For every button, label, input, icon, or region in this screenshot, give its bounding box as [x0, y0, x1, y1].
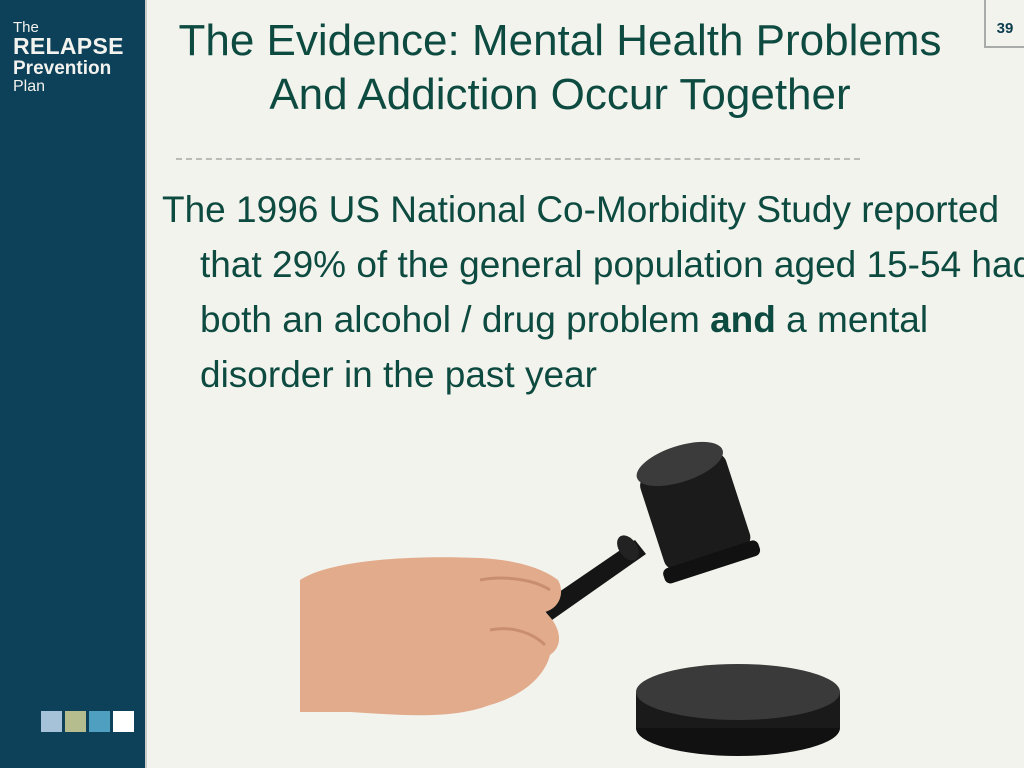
body-text: The 1996 US National Co-Morbidity Study …: [162, 189, 1024, 340]
slide-body: The 1996 US National Co-Morbidity Study …: [162, 182, 1024, 402]
square: [89, 711, 110, 732]
square: [65, 711, 86, 732]
body-emphasis: and: [710, 299, 776, 340]
logo: The RELAPSE Prevention Plan: [13, 20, 124, 95]
logo-line: RELAPSE: [13, 33, 124, 59]
gavel-handle: [540, 540, 646, 620]
sidebar: The RELAPSE Prevention Plan: [0, 0, 147, 768]
gavel-image: [300, 441, 840, 756]
color-squares: [41, 711, 134, 732]
body-text: a mental disorder in the past year: [200, 299, 929, 395]
logo-line: Plan: [13, 78, 46, 95]
sound-block-top: [636, 664, 840, 720]
logo-line: The: [13, 19, 39, 36]
hand: [300, 557, 562, 716]
slide-title: The Evidence: Mental Health Problems And…: [178, 16, 942, 119]
square: [113, 711, 134, 732]
slide-number: 39: [984, 0, 1024, 48]
logo-line: Prevention: [13, 58, 112, 79]
divider: [176, 158, 860, 160]
gavel-head: [636, 441, 761, 584]
square: [41, 711, 62, 732]
